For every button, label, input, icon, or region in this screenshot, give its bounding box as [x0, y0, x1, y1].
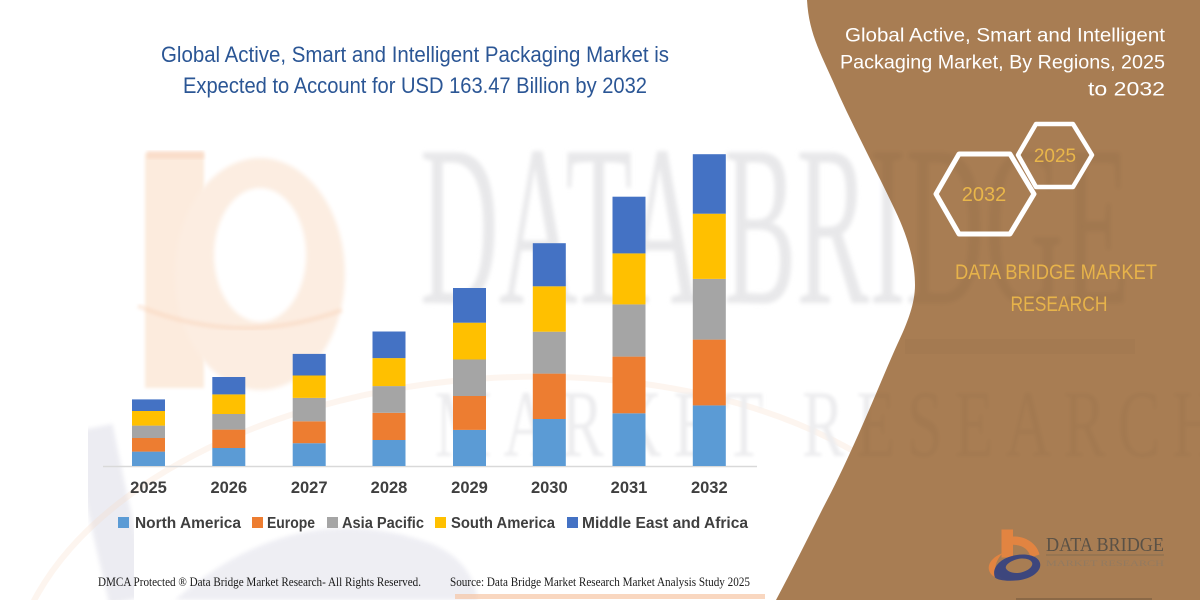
svg-text:to 2032: to 2032 — [1088, 79, 1165, 101]
svg-text:2032: 2032 — [691, 479, 728, 497]
svg-text:2030: 2030 — [531, 479, 568, 497]
svg-text:South America: South America — [451, 515, 555, 532]
svg-text:2025: 2025 — [1034, 146, 1076, 167]
svg-text:DATA BRIDGE MARKET: DATA BRIDGE MARKET — [955, 261, 1157, 284]
svg-text:Global Active, Smart and Intel: Global Active, Smart and Intelligent — [845, 25, 1166, 47]
svg-text:North America: North America — [135, 515, 241, 532]
svg-text:2032: 2032 — [962, 184, 1007, 206]
svg-text:Asia Pacific: Asia Pacific — [342, 515, 424, 532]
svg-text:DMCA Protected ® Data Bridge M: DMCA Protected ® Data Bridge Market Rese… — [98, 574, 421, 589]
svg-text:Source: Data Bridge Market Res: Source: Data Bridge Market Research Mark… — [450, 574, 750, 589]
svg-text:2028: 2028 — [371, 479, 408, 497]
svg-text:2026: 2026 — [210, 479, 247, 497]
svg-text:2031: 2031 — [611, 479, 648, 497]
svg-text:Europe: Europe — [267, 515, 315, 532]
svg-text:MARKET RESEARCH: MARKET RESEARCH — [1046, 558, 1164, 568]
svg-text:DATA BRIDGE: DATA BRIDGE — [1046, 535, 1164, 556]
svg-text:Packaging Market, By Regions,: Packaging Market, By Regions, 2025 — [840, 52, 1165, 74]
svg-text:Expected to Account for USD 16: Expected to Account for USD 163.47 Billi… — [183, 73, 647, 98]
svg-text:2027: 2027 — [291, 479, 328, 497]
svg-text:Middle East and Africa: Middle East and Africa — [582, 515, 748, 532]
svg-text:Global Active, Smart and Intel: Global Active, Smart and Intelligent Pac… — [161, 42, 669, 67]
svg-text:2029: 2029 — [451, 479, 488, 497]
svg-text:2025: 2025 — [130, 479, 167, 497]
svg-text:RESEARCH: RESEARCH — [1011, 293, 1108, 316]
